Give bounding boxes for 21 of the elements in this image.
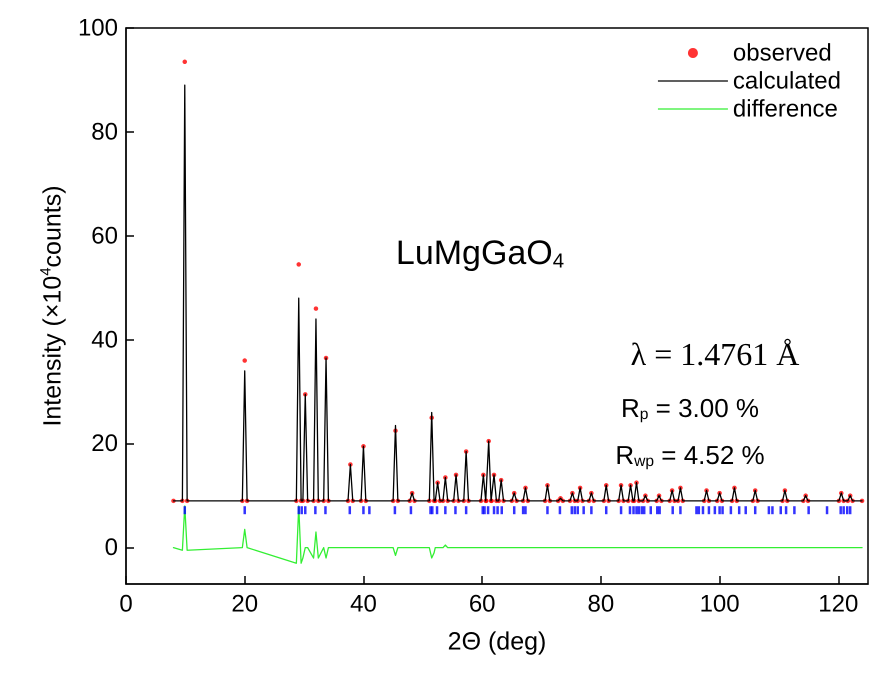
legend-label: observed (732, 40, 832, 66)
annotation: LuMgGaO4 (396, 234, 564, 272)
annotation: Rp = 3.00 % (620, 393, 760, 423)
legend-label: difference (732, 96, 838, 122)
y-tick-label: 60 (91, 222, 118, 250)
x-tick-label: 40 (350, 590, 377, 618)
legend-label: calculated (732, 68, 842, 94)
x-tick-label: 60 (468, 590, 496, 618)
x-axis-title: 2Θ (deg) (448, 628, 546, 656)
y-tick-label: 100 (78, 14, 118, 42)
x-tick-label: 20 (231, 590, 258, 618)
y-tick-label: 20 (91, 430, 118, 458)
y-axis-title: Intensity (×104counts) (38, 185, 66, 427)
x-tick-label: 100 (700, 590, 740, 618)
y-tick-label: 80 (91, 118, 118, 146)
y-tick-label: 0 (104, 534, 118, 562)
x-tick-label: 80 (588, 590, 614, 618)
x-tick-label: 120 (818, 590, 858, 618)
y-tick-label: 40 (91, 326, 118, 354)
annotation: λ = 1.4761 Å (630, 336, 800, 372)
annotation: Rwp = 4.52 % (615, 440, 765, 470)
